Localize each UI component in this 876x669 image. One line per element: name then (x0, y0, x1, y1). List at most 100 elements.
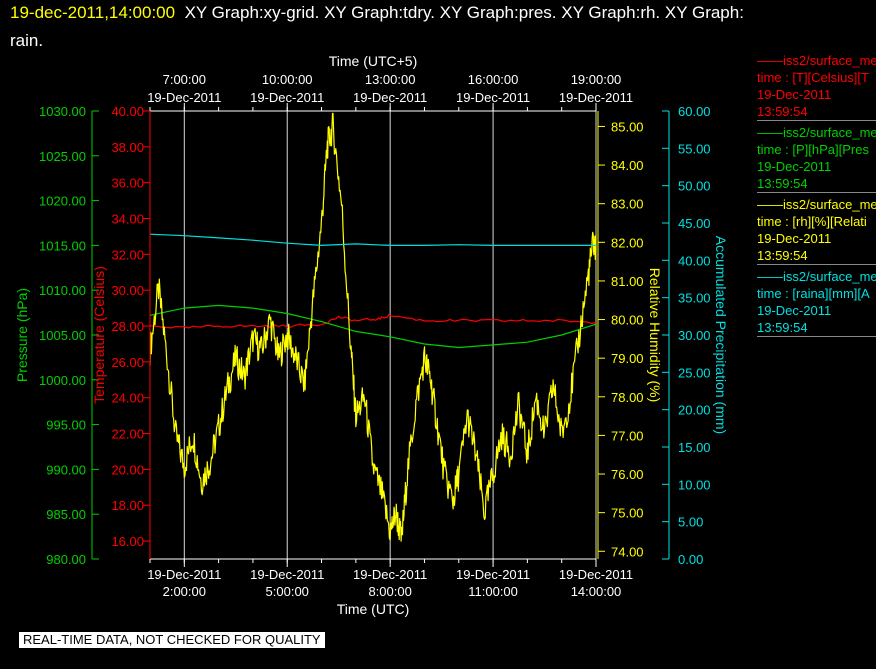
quality-notice: REAL-TIME DATA, NOT CHECKED FOR QUALITY (19, 632, 325, 648)
humidity-tick-label: 75.00 (611, 506, 644, 521)
pressure-axis-title: Pressure (hPa) (14, 288, 30, 382)
legend-entry-line3: 19-Dec-2011 (757, 303, 832, 318)
humidity-tick-label: 74.00 (611, 544, 644, 559)
x-top-tick-label-date: 19-Dec-2011 (250, 90, 324, 105)
legend-entry-line4: 13:59:54 (757, 104, 808, 119)
x-top-tick-label-time: 16:00:00 (468, 72, 519, 87)
x-top-tick-label-time: 7:00:00 (163, 72, 206, 87)
temperature-tick-label: 24.00 (111, 391, 144, 406)
precip-tick-label: 15.00 (678, 440, 711, 455)
series-line-humidity (149, 112, 597, 542)
humidity-tick-label: 78.00 (611, 390, 644, 405)
precip-axis-title: Accumulated Precipitation (mm) (713, 236, 729, 434)
temperature-tick-label: 16.00 (111, 534, 144, 549)
x-tick-label-date: 19-Dec-2011 (353, 567, 427, 582)
x-tick-label-time: 14:00:00 (571, 584, 622, 599)
x-top-tick-label-date: 19-Dec-2011 (353, 90, 427, 105)
series-line-temperature (149, 314, 597, 329)
title-graph-list: XY Graph:xy-grid. XY Graph:tdry. XY Grap… (184, 3, 744, 22)
temperature-tick-label: 30.00 (111, 283, 144, 298)
x-tick-label-date: 19-Dec-2011 (250, 567, 324, 582)
temperature-tick-label: 18.00 (111, 498, 144, 513)
axes: 19-Dec-2011 2:00:00 19-Dec-2011 5:00:00 19-D… (14, 53, 729, 617)
precip-tick-label: 50.00 (678, 179, 711, 194)
x-top-tick-label-time: 13:00:00 (365, 72, 416, 87)
page-title-continued: rain. (10, 31, 44, 50)
temperature-tick-label: 36.00 (111, 176, 144, 191)
precip-tick-label: 40.00 (678, 253, 711, 268)
legend-entry-line4: 13:59:54 (757, 176, 808, 191)
pressure-tick-label: 985.00 (46, 507, 86, 522)
humidity-tick-label: 81.00 (611, 274, 644, 289)
temperature-tick-label: 34.00 (111, 212, 144, 227)
pressure-tick-label: 990.00 (46, 462, 86, 477)
humidity-tick-label: 82.00 (611, 235, 644, 250)
precip-tick-label: 30.00 (678, 328, 711, 343)
x-top-tick-label-date: 19-Dec-2011 (456, 90, 530, 105)
x-top-tick-label-time: 19:00:00 (571, 72, 622, 87)
grid-lines (183, 111, 597, 559)
x-top-tick-label-date: 19-Dec-2011 (147, 90, 221, 105)
temperature-tick-label: 38.00 (111, 140, 144, 155)
data-series (149, 112, 597, 542)
legend-entry-line3: 19-Dec-2011 (757, 159, 832, 174)
pressure-tick-label: 995.00 (46, 418, 86, 433)
precip-tick-label: 60.00 (678, 104, 711, 119)
temperature-tick-label: 40.00 (111, 104, 144, 119)
x-axis-title: Time (UTC) (337, 601, 410, 617)
legend-entry-line3: 19-Dec-2011 (757, 231, 832, 246)
x-tick-label-time: 5:00:00 (266, 584, 309, 599)
x-tick-label-date: 19-Dec-2011 (147, 567, 221, 582)
legend-entry-line3: 19-Dec-2011 (757, 87, 832, 102)
x-tick-label-time: 11:00:00 (468, 584, 518, 599)
precip-tick-label: 35.00 (678, 291, 711, 306)
title-timestamp: 19-dec-2011,14:00:00 (10, 3, 176, 22)
humidity-tick-label: 83.00 (611, 197, 644, 212)
legend-entry-line4: 13:59:54 (757, 320, 808, 335)
temperature-axis-title: Temperature (Celsius) (91, 266, 107, 404)
precip-tick-label: 45.00 (678, 216, 711, 231)
legend-entry-line1: ——iss2/surface_met (757, 53, 876, 68)
humidity-tick-label: 77.00 (611, 428, 644, 443)
precip-tick-label: 55.00 (678, 141, 711, 156)
legend-entry-line1: ——iss2/surface_met (757, 269, 876, 284)
precip-tick-label: 0.00 (678, 552, 703, 567)
pressure-tick-label: 1030.00 (39, 104, 86, 119)
page-title: 19-dec-2011,14:00:00 XY Graph:xy-grid. X… (10, 3, 744, 23)
x-top-axis-title: Time (UTC+5) (329, 53, 418, 69)
series-line-pressure (149, 304, 597, 349)
precip-tick-label: 10.00 (678, 477, 711, 492)
legend-entry-line1: ——iss2/surface_met (757, 125, 876, 140)
legend-entry-line4: 13:59:54 (757, 248, 808, 263)
x-tick-label-date: 19-Dec-2011 (456, 567, 530, 582)
temperature-tick-label: 28.00 (111, 319, 144, 334)
precip-tick-label: 5.00 (678, 515, 703, 530)
legend-entry-line2: time : [T][Celsius][T (757, 70, 869, 85)
humidity-tick-label: 76.00 (611, 467, 644, 482)
x-tick-label-time: 2:00:00 (163, 584, 206, 599)
humidity-tick-label: 84.00 (611, 158, 644, 173)
temperature-tick-label: 22.00 (111, 427, 144, 442)
humidity-tick-label: 79.00 (611, 351, 644, 366)
pressure-tick-label: 1005.00 (39, 328, 86, 343)
x-tick-label-time: 8:00:00 (368, 584, 411, 599)
legend-entry: ——iss2/surface_met time : [rh][%][Relati 1… (757, 196, 876, 265)
legend-entry-line1: ——iss2/surface_met (757, 197, 876, 212)
pressure-tick-label: 1025.00 (39, 149, 86, 164)
pressure-tick-label: 1010.00 (39, 283, 86, 298)
pressure-tick-label: 1015.00 (39, 238, 86, 253)
series-line-precip (149, 233, 596, 246)
precip-tick-label: 20.00 (678, 403, 711, 418)
precip-tick-label: 25.00 (678, 365, 711, 380)
x-top-tick-label-date: 19-Dec-2011 (559, 90, 633, 105)
humidity-tick-label: 85.00 (611, 119, 644, 134)
temperature-tick-label: 32.00 (111, 247, 144, 262)
legend-entry-line2: time : [raina][mm][A (757, 286, 870, 301)
temperature-tick-label: 20.00 (111, 462, 144, 477)
x-top-tick-label-time: 10:00:00 (262, 72, 313, 87)
humidity-axis-title: Relative Humidity (%) (647, 268, 663, 403)
pressure-tick-label: 1020.00 (39, 194, 86, 209)
